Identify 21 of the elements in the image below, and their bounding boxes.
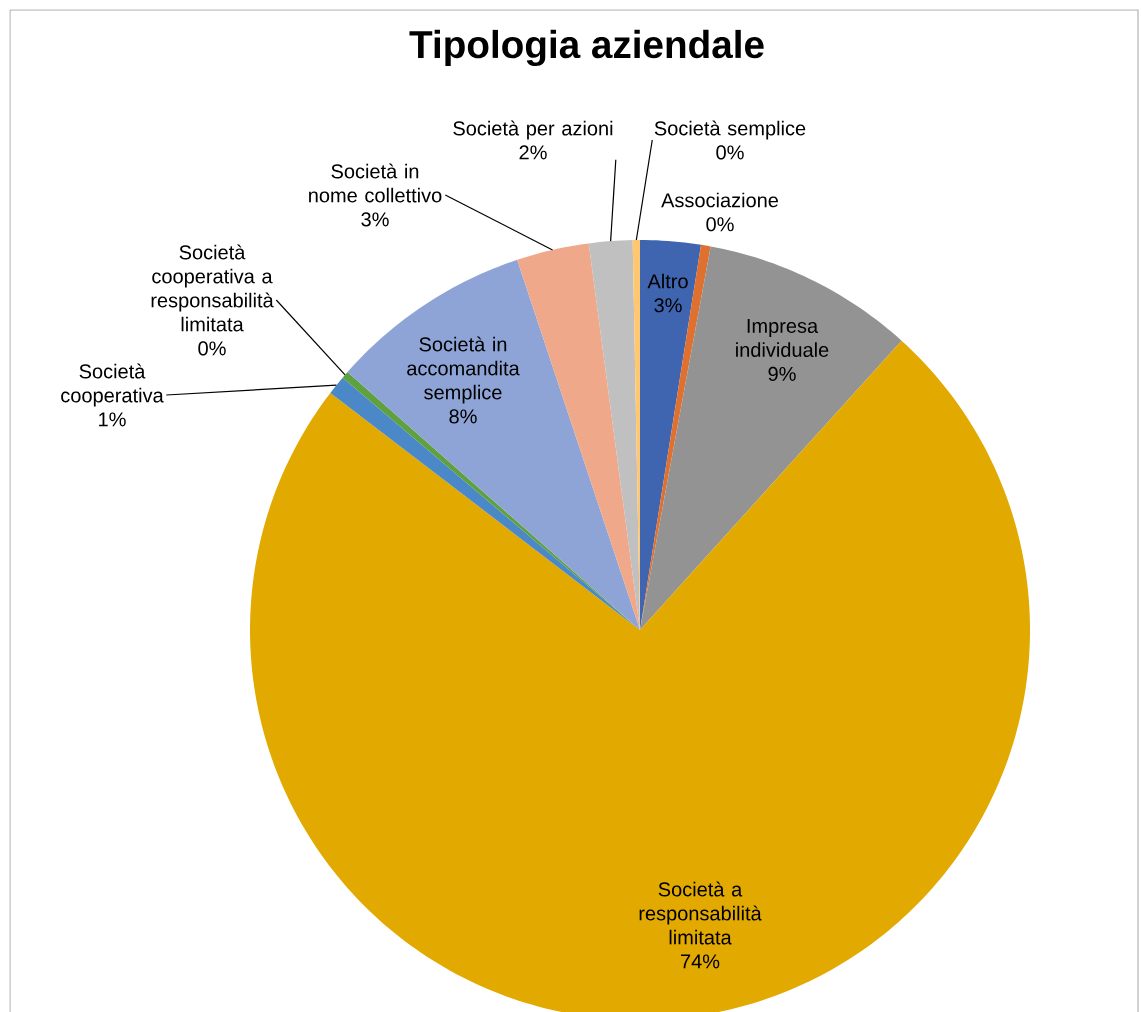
data-label: 9% bbox=[768, 366, 796, 381]
slice-label: Società in accomandita semplice bbox=[407, 336, 520, 404]
slice-label: Società a responsabilità limitata bbox=[639, 881, 762, 945]
slice-label: Società per azioni bbox=[453, 120, 613, 140]
data-label: 8% bbox=[449, 409, 477, 424]
slice-label: Società in nome collettivo bbox=[309, 163, 442, 203]
data-label: 2% bbox=[519, 145, 547, 160]
slice-label: Società cooperativa a responsabilità limitata bbox=[151, 244, 274, 332]
slice-label: Impresa individuale bbox=[736, 319, 829, 357]
slice-label: Associazione bbox=[661, 192, 779, 208]
data-label: 3% bbox=[654, 298, 682, 313]
data-label: 0% bbox=[706, 217, 734, 232]
slice-label: Società semplice bbox=[654, 120, 806, 140]
data-label: 1% bbox=[99, 412, 126, 427]
slice-label: Società cooperativa bbox=[61, 363, 164, 407]
data-label: 74% bbox=[681, 954, 720, 969]
data-label: 0% bbox=[198, 341, 226, 356]
chart-title: Tipologia aziendale bbox=[409, 29, 764, 67]
data-label: 3% bbox=[361, 212, 389, 227]
data-label: 0% bbox=[716, 145, 744, 160]
slice-label: Altro bbox=[647, 273, 688, 289]
